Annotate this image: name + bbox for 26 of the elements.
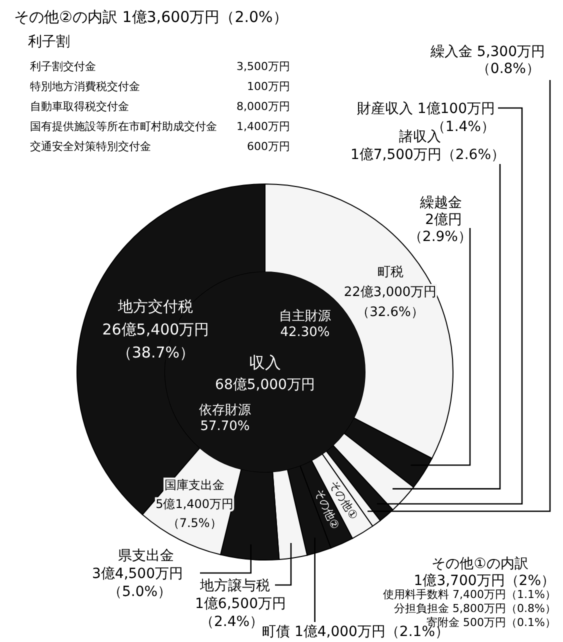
- data-label: 1億7,500万円（2.6%）: [350, 147, 505, 163]
- text: 自主財源 42.30%: [279, 308, 331, 340]
- slice-label: 地方譲与税: [199, 578, 270, 594]
- data-label: 2億円（2.9%）: [408, 212, 472, 245]
- text: 交通安全対策特別交付金 600万円: [30, 140, 290, 153]
- text: 68億5,000万円: [215, 377, 315, 393]
- text: 利子割: [28, 34, 70, 50]
- data-label: 5億1,400万円（7.5%）: [156, 497, 234, 530]
- data-label: 22億3,000万円（32.6%）: [344, 284, 437, 320]
- text: 依存財源 57.70%: [199, 403, 251, 434]
- data-label: 3億4,500万円（5.0%）: [92, 566, 183, 600]
- text: 利子割交付金 3,500万円: [30, 60, 290, 73]
- slice-label: 地方交付税: [117, 297, 194, 316]
- legend-label: 県支出金: [118, 548, 174, 564]
- text: 使用料手数料 7,400万円（1.1%）: [383, 588, 556, 601]
- slice-label: 繰入金 5,300万円（0.8%）: [429, 44, 545, 77]
- data-label: 26億5,400万円（38.7%）: [102, 320, 210, 362]
- text: 分担負担金 5,800万円（0.8%）: [394, 602, 556, 615]
- text: 自動車取得税交付金 8,000万円: [30, 100, 290, 113]
- text: その他①の内訳 1億3,700万円（2%）: [414, 556, 555, 589]
- text: 特別地方消費税交付金 100万円: [30, 80, 290, 93]
- slice-label: 町税: [377, 264, 404, 280]
- text: その他②の内訳 1億3,600万円（2.0%）: [14, 8, 288, 26]
- text: 収入: [249, 353, 281, 372]
- text: 国有提供施設等所在市町村助成交付金 1,400万円: [30, 120, 290, 133]
- slice-label: 繰越金: [419, 195, 462, 211]
